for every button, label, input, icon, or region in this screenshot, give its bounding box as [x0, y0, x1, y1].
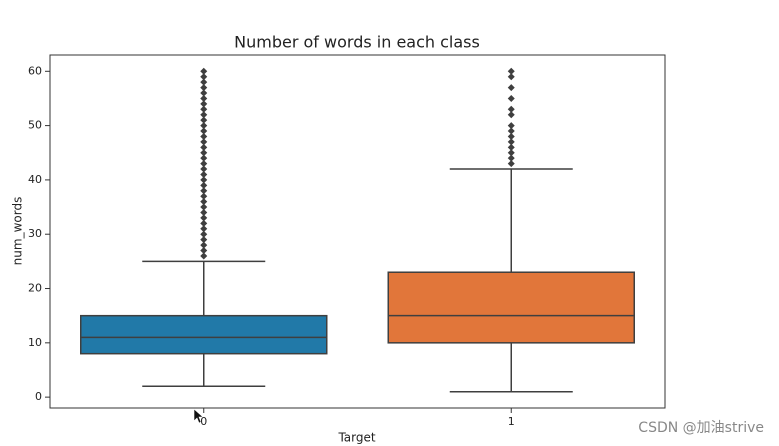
outlier — [200, 170, 208, 178]
outlier — [507, 154, 515, 162]
outlier — [200, 198, 208, 206]
outlier — [200, 116, 208, 124]
outlier — [200, 122, 208, 130]
outlier — [507, 132, 515, 140]
y-tick-label: 60 — [28, 64, 42, 77]
box — [387, 271, 635, 344]
outlier — [200, 176, 208, 184]
cursor — [193, 408, 204, 424]
outlier — [507, 127, 515, 135]
outlier — [507, 111, 515, 119]
x-axis-label: Target — [337, 431, 375, 445]
outlier — [200, 105, 208, 113]
outlier — [200, 181, 208, 189]
outlier — [200, 203, 208, 211]
outlier — [200, 89, 208, 97]
outlier — [200, 111, 208, 119]
outlier — [200, 143, 208, 151]
outlier — [200, 160, 208, 168]
outlier — [200, 78, 208, 86]
outlier — [200, 84, 208, 92]
outlier — [200, 252, 208, 260]
outlier — [200, 208, 208, 216]
outlier — [507, 138, 515, 146]
outlier — [200, 192, 208, 200]
outlier — [507, 94, 515, 102]
outlier — [507, 149, 515, 157]
chart-title: Number of words in each class — [234, 33, 480, 52]
y-tick-label: 0 — [35, 390, 42, 403]
outlier — [507, 160, 515, 168]
y-tick-label: 20 — [28, 282, 42, 295]
outlier — [200, 214, 208, 222]
y-tick-label: 50 — [28, 119, 42, 132]
y-axis-label: num_words — [11, 197, 25, 266]
outlier — [200, 241, 208, 249]
y-tick-label: 10 — [28, 336, 42, 349]
outlier — [507, 73, 515, 81]
outlier — [200, 236, 208, 244]
watermark: CSDN @加油strive — [638, 420, 764, 436]
plot-frame — [49, 54, 666, 409]
outlier — [507, 143, 515, 151]
outlier — [200, 154, 208, 162]
outlier — [200, 138, 208, 146]
outlier — [200, 94, 208, 102]
outlier — [200, 225, 208, 233]
y-tick-label: 30 — [28, 227, 42, 240]
outlier — [200, 247, 208, 255]
outlier — [200, 127, 208, 135]
outlier — [200, 100, 208, 108]
outlier — [200, 132, 208, 140]
outlier — [507, 122, 515, 130]
outlier — [507, 84, 515, 92]
x-tick-label: 1 — [508, 415, 515, 428]
box — [80, 314, 328, 355]
outlier — [200, 73, 208, 81]
outlier — [200, 219, 208, 227]
outlier — [200, 149, 208, 157]
y-tick-label: 40 — [28, 173, 42, 186]
outlier — [200, 187, 208, 195]
outlier — [507, 105, 515, 113]
outlier — [200, 165, 208, 173]
outlier — [200, 230, 208, 238]
outlier — [200, 67, 208, 75]
x-tick-label: 0 — [200, 415, 207, 428]
outlier — [507, 67, 515, 75]
